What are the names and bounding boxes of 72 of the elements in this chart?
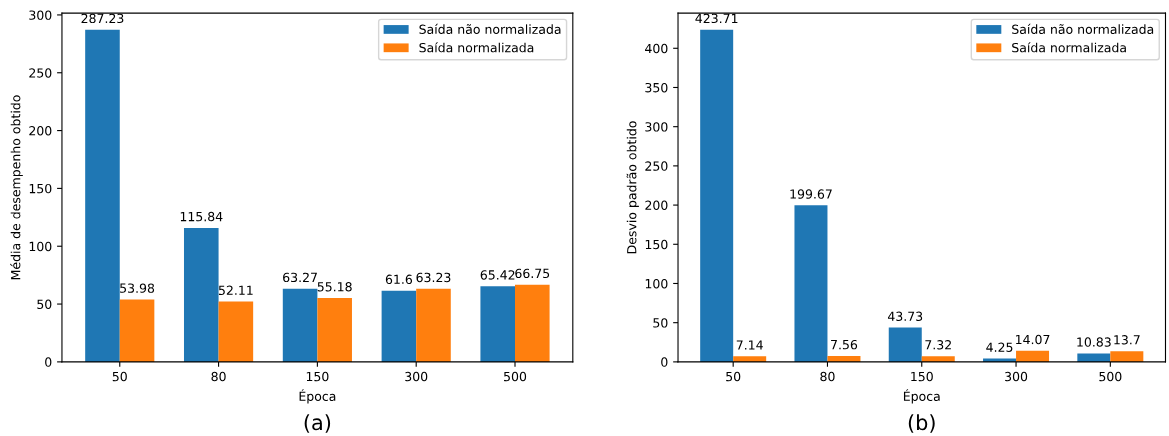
data-label: 61.6	[385, 274, 413, 285]
y-tick-label: 0	[45, 357, 52, 367]
x-tick-label: 500	[504, 371, 527, 382]
bar	[183, 227, 219, 362]
x-tick-label: 150	[306, 371, 329, 382]
legend-label: Saída normalizada	[1012, 42, 1126, 53]
x-tick-label: 300	[1005, 371, 1028, 382]
data-label: 66.75	[515, 268, 550, 279]
bar	[1077, 353, 1111, 362]
x-tick-label: 300	[405, 371, 428, 382]
x-tick-label: 50	[726, 371, 741, 382]
y-tick-label: 100	[645, 278, 668, 289]
y-axis-title: Média de desempenho obtido	[10, 95, 23, 280]
data-label: 43.73	[887, 311, 923, 322]
data-label: 115.84	[180, 211, 223, 222]
bar	[119, 299, 155, 362]
data-label: 13.7	[1114, 335, 1140, 345]
y-tick-label: 50	[37, 299, 52, 309]
legend-label: Saída normalizada	[419, 42, 534, 53]
x-axis-title: Época	[903, 389, 940, 404]
x-tick-label: 500	[1099, 371, 1122, 382]
data-label: 7.56	[831, 339, 858, 350]
bar	[282, 288, 318, 362]
bar	[381, 290, 417, 362]
data-label: 4.25	[986, 342, 1013, 352]
data-label: 55.18	[317, 282, 352, 292]
bar	[700, 29, 734, 362]
text: (a)	[304, 414, 331, 433]
y-tick-label: 300	[645, 122, 668, 132]
x-tick-label: 50	[112, 371, 127, 382]
bar	[1110, 351, 1144, 362]
text: (b)	[908, 414, 935, 433]
data-label: 423.71	[695, 13, 738, 24]
bar	[317, 298, 352, 362]
legend-label: Saída não normalizada	[1012, 23, 1154, 35]
data-label: 14.07	[1016, 334, 1050, 345]
data-label: 65.42	[480, 270, 515, 280]
y-tick-label: 50	[653, 318, 668, 328]
bar	[1016, 350, 1050, 362]
data-label: 52.11	[218, 285, 253, 296]
data-label: 7.32	[925, 340, 951, 350]
y-tick-label: 350	[645, 82, 668, 93]
bar	[85, 29, 120, 362]
y-tick-label: 200	[29, 126, 52, 136]
y-tick-label: 250	[29, 68, 52, 78]
y-tick-label: 200	[645, 200, 668, 211]
data-label: 63.23	[416, 272, 451, 283]
y-tick-label: 400	[645, 43, 668, 54]
bar	[888, 327, 922, 362]
legend-label: Saída não normalizada	[419, 23, 561, 35]
data-label: 63.27	[283, 272, 317, 283]
y-tick-label: 100	[29, 241, 52, 252]
bar	[480, 286, 516, 362]
data-label: 53.98	[120, 283, 155, 293]
y-tick-label: 300	[29, 10, 52, 20]
x-axis-title: Época	[299, 389, 336, 404]
data-label: 199.67	[790, 189, 832, 199]
y-axis-title: Desvio padrão obtido	[626, 121, 639, 254]
y-tick-label: 150	[29, 183, 52, 194]
y-tick-label: 150	[645, 239, 668, 250]
bar	[218, 301, 254, 362]
bar	[416, 288, 451, 362]
bar	[515, 284, 550, 362]
data-label: 287.23	[81, 13, 124, 24]
x-tick-label: 80	[820, 371, 835, 382]
bar	[794, 205, 828, 362]
x-tick-label: 150	[911, 371, 933, 382]
x-tick-label: 80	[211, 371, 226, 382]
data-label: 7.14	[736, 340, 763, 350]
y-tick-label: 0	[661, 357, 668, 367]
data-label: 10.83	[1077, 337, 1111, 347]
y-tick-label: 250	[645, 161, 668, 171]
